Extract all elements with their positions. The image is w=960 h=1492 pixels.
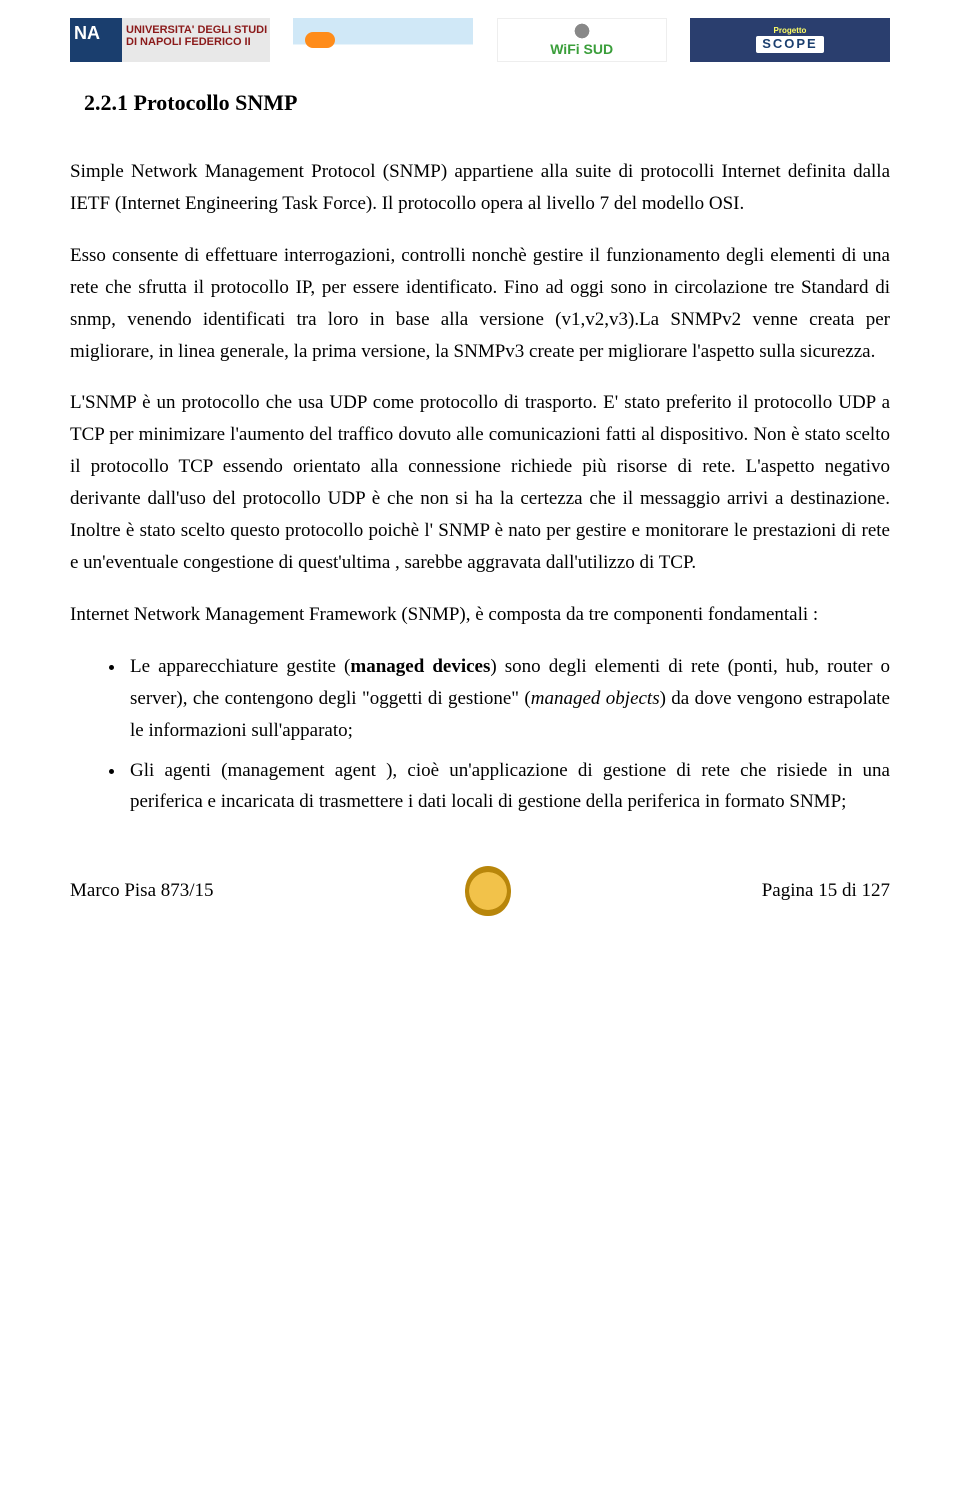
bullet-1-italic: managed objects bbox=[531, 688, 660, 709]
logo-wifisud: WiFi SUD bbox=[497, 18, 667, 62]
bullet-1-bold: managed devices bbox=[350, 656, 490, 677]
section-title-text: Protocollo SNMP bbox=[134, 90, 298, 115]
logo-scope: Progetto SCOPE bbox=[690, 18, 890, 62]
bullet-item-1: Le apparecchiature gestite (managed devi… bbox=[126, 651, 890, 747]
footer-author: Marco Pisa 873/15 bbox=[70, 880, 214, 902]
paragraph-1: Simple Network Management Protocol (SNMP… bbox=[70, 156, 890, 220]
bullet-item-2: Gli agenti (management agent ), cioè un'… bbox=[126, 755, 890, 819]
logo-ict4university bbox=[293, 18, 473, 62]
paragraph-3: L'SNMP è un protocollo che usa UDP come … bbox=[70, 387, 890, 578]
logo-scope-top: Progetto bbox=[774, 27, 807, 36]
logo-scope-main: SCOPE bbox=[756, 36, 824, 52]
logo-unina-text: UNIVERSITA' DEGLI STUDI DI NAPOLI FEDERI… bbox=[126, 24, 270, 48]
bullet-1-pre: Le apparecchiature gestite ( bbox=[130, 656, 350, 677]
bullet-list: Le apparecchiature gestite (managed devi… bbox=[70, 651, 890, 819]
section-number: 2.2.1 bbox=[84, 90, 128, 115]
logo-unina: UNIVERSITA' DEGLI STUDI DI NAPOLI FEDERI… bbox=[70, 18, 270, 62]
paragraph-2: Esso consente di effettuare interrogazio… bbox=[70, 240, 890, 368]
logo-wifisud-text: WiFi SUD bbox=[550, 42, 613, 57]
section-heading: 2.2.1 Protocollo SNMP bbox=[84, 90, 890, 116]
paragraph-4: Internet Network Management Framework (S… bbox=[70, 599, 890, 631]
page-footer: Marco Pisa 873/15 Pagina 15 di 127 bbox=[70, 866, 890, 916]
footer-crest-icon bbox=[465, 866, 511, 916]
header-logo-bar: UNIVERSITA' DEGLI STUDI DI NAPOLI FEDERI… bbox=[70, 18, 890, 62]
footer-page-number: Pagina 15 di 127 bbox=[762, 880, 890, 902]
